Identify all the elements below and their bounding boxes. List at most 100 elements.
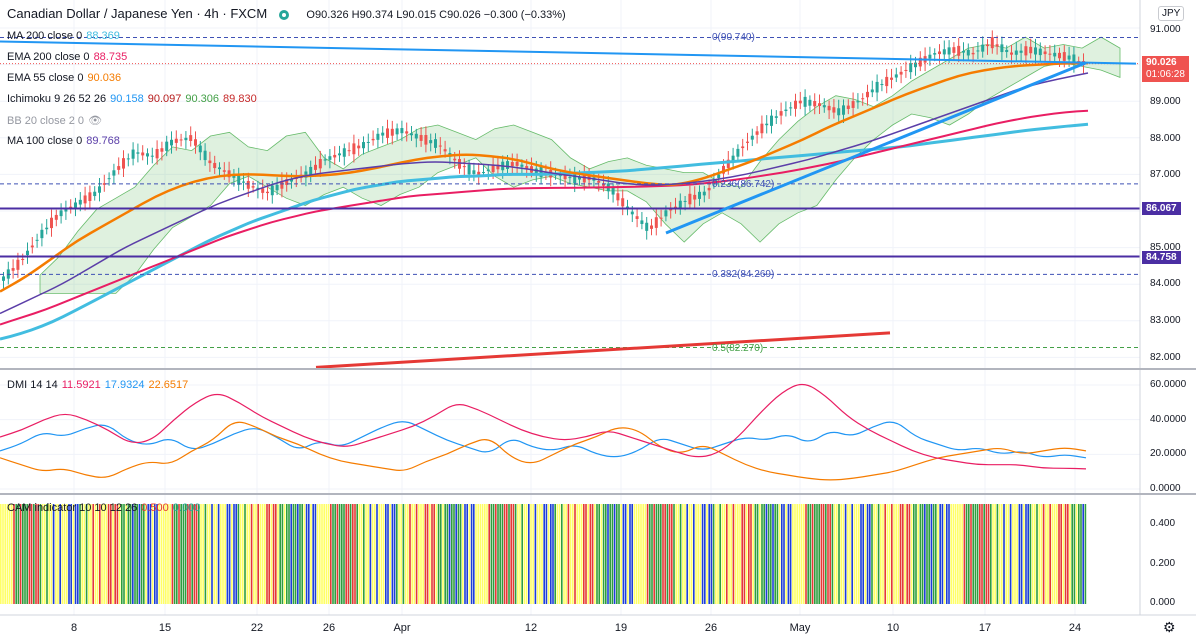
cam-bar	[13, 504, 15, 604]
candle-body	[995, 44, 999, 47]
candle-body	[918, 57, 922, 67]
cam-bar	[380, 504, 383, 604]
candle-body	[78, 199, 82, 205]
candle-body	[443, 149, 447, 152]
legend-cam[interactable]: CAM indicator 10 10 12 26 0.500 0.000	[7, 502, 204, 514]
cam-bar	[787, 504, 790, 604]
cam-bar	[501, 504, 504, 604]
legend-label: MA 100 close 0	[7, 135, 83, 147]
cam-bar	[596, 504, 598, 604]
cam-bar	[448, 504, 451, 604]
cam-bar	[974, 504, 977, 604]
candle-body	[645, 222, 649, 231]
time-tick: 24	[1068, 622, 1082, 634]
dmi-di-	[0, 421, 1087, 459]
cam-bar	[541, 504, 543, 604]
cam-bar	[217, 504, 220, 604]
currency-unit[interactable]: JPY	[1158, 6, 1185, 21]
legend-dmi[interactable]: DMI 14 14 11.5921 17.9324 22.6517	[7, 379, 192, 391]
candle-body	[414, 133, 418, 139]
cam-bar	[0, 504, 2, 604]
cam-bar	[635, 504, 638, 604]
cam-bar	[411, 504, 413, 604]
cam-bar	[627, 504, 629, 604]
cam-bar	[820, 504, 823, 604]
legend-bb[interactable]: BB 20 close 2 0 👁	[7, 114, 106, 127]
cam-bar	[888, 504, 891, 604]
cam-bar	[998, 504, 1001, 604]
cam-bar	[842, 504, 845, 604]
cam-bar	[6, 504, 9, 604]
cam-bar	[321, 504, 323, 604]
legend-value: 90.306	[185, 93, 220, 105]
legend-value: 90.036	[87, 72, 122, 84]
symbol-title[interactable]: Canadian Dollar / Japanese Yen · 4h · FX…	[7, 6, 268, 21]
drawing-overlays[interactable]	[0, 37, 1140, 369]
candle-body	[227, 170, 231, 178]
cam-bar	[376, 504, 378, 604]
cam-bar	[609, 504, 611, 604]
cam-bar	[1009, 504, 1012, 604]
cam-bar	[114, 504, 116, 604]
cam-bar	[77, 504, 79, 604]
cam-bar	[270, 504, 273, 604]
cam-bar	[66, 504, 68, 604]
cam-bar	[283, 504, 286, 604]
candle-body	[928, 54, 932, 59]
candle-body	[131, 149, 135, 159]
cam-bar	[402, 504, 405, 604]
cam-bar	[211, 504, 213, 604]
candle-body	[952, 47, 956, 53]
cam-bar	[393, 504, 396, 604]
eye-hidden-icon[interactable]: 👁	[88, 115, 103, 127]
fib-label-236: 0.236(86.742)	[712, 179, 775, 190]
cam-bar	[110, 504, 112, 604]
candle-body	[376, 133, 380, 140]
time-tick: 15	[158, 622, 172, 634]
candle-body	[290, 178, 293, 182]
candle-body	[165, 141, 169, 151]
cam-bar	[752, 504, 754, 604]
cam-bar	[204, 504, 207, 604]
cam-bar	[833, 504, 836, 604]
dmi-tick: 60.0000	[1150, 379, 1187, 390]
candle-body	[102, 183, 106, 185]
cam-bar	[72, 504, 75, 604]
legend-ma200[interactable]: MA 200 close 0 88.369	[7, 30, 124, 42]
cam-bar	[81, 504, 83, 604]
cam-bar	[209, 504, 211, 604]
candle-body	[472, 170, 476, 174]
legend-ema55[interactable]: EMA 55 close 0 90.036	[7, 72, 125, 84]
candle-body	[467, 164, 471, 175]
cam-bar	[517, 504, 519, 604]
candle-body	[184, 137, 188, 141]
cam-bar	[237, 504, 240, 604]
candle-body	[722, 165, 725, 174]
cam-bar	[937, 504, 939, 604]
candle-body	[1029, 46, 1033, 54]
cam-bar	[530, 504, 532, 604]
cam-bar	[545, 504, 548, 604]
cam-bar	[827, 504, 829, 604]
cam-bar	[198, 504, 200, 604]
settings-gear-icon[interactable]: ⚙	[1163, 619, 1176, 635]
cam-bar	[600, 504, 603, 604]
cam-bar	[63, 504, 66, 604]
cam-bar	[728, 504, 730, 604]
candle-body	[1024, 46, 1028, 56]
cam-bar	[15, 504, 17, 604]
legend-ema200[interactable]: EMA 200 close 0 88.735	[7, 51, 131, 63]
candle-body	[318, 158, 322, 169]
legend-value: 89.768	[86, 135, 120, 147]
candle-body	[616, 193, 620, 201]
candle-body	[736, 148, 740, 157]
candle-body	[30, 245, 34, 248]
cam-bar	[451, 504, 453, 604]
legend-ichimoku[interactable]: Ichimoku 9 26 52 26 90.158 90.097 90.306 89.…	[7, 93, 261, 105]
candle-body	[150, 155, 154, 157]
cam-bar	[233, 504, 235, 604]
legend-ma100[interactable]: MA 100 close 0 89.768	[7, 135, 124, 147]
candle-body	[640, 220, 644, 224]
candle-body	[146, 153, 149, 157]
